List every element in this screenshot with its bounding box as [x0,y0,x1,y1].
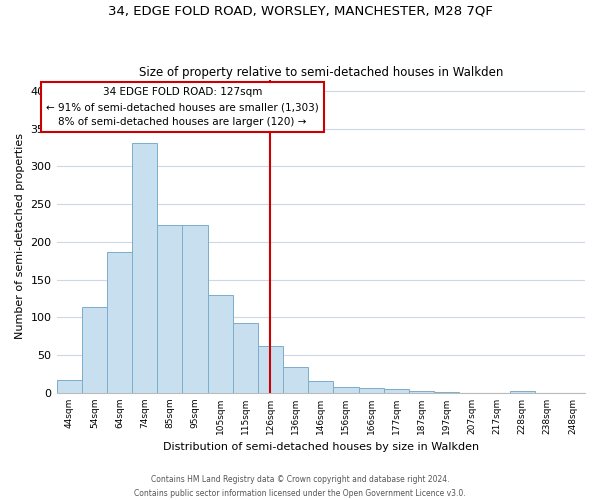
Text: 34 EDGE FOLD ROAD: 127sqm
← 91% of semi-detached houses are smaller (1,303)
8% o: 34 EDGE FOLD ROAD: 127sqm ← 91% of semi-… [46,87,319,127]
Bar [308,381,334,393]
Y-axis label: Number of semi-detached properties: Number of semi-detached properties [15,134,25,340]
Bar [258,346,283,393]
Bar [383,389,409,393]
Title: Size of property relative to semi-detached houses in Walkden: Size of property relative to semi-detach… [139,66,503,78]
Bar [409,392,434,393]
Bar [157,226,182,393]
Bar [359,388,383,393]
Text: Contains HM Land Registry data © Crown copyright and database right 2024.
Contai: Contains HM Land Registry data © Crown c… [134,476,466,498]
Bar [107,252,132,393]
Bar [132,143,157,393]
Bar [208,295,233,393]
Bar [434,392,459,393]
Bar [182,226,208,393]
Bar [509,390,535,393]
Bar [56,380,82,393]
X-axis label: Distribution of semi-detached houses by size in Walkden: Distribution of semi-detached houses by … [163,442,479,452]
Bar [334,387,359,393]
Bar [233,322,258,393]
Bar [283,368,308,393]
Text: 34, EDGE FOLD ROAD, WORSLEY, MANCHESTER, M28 7QF: 34, EDGE FOLD ROAD, WORSLEY, MANCHESTER,… [107,5,493,18]
Bar [82,307,107,393]
